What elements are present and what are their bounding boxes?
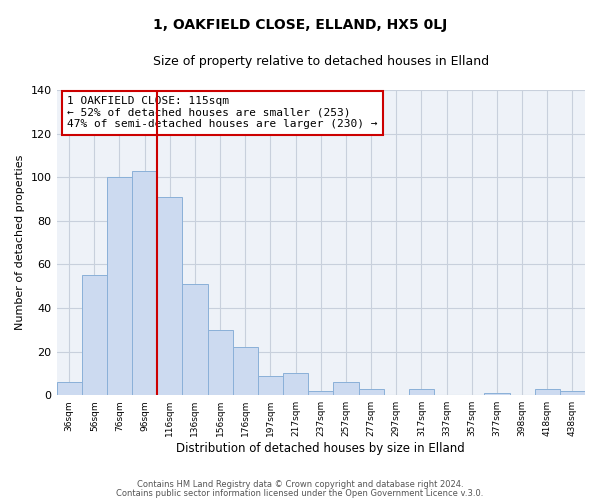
Bar	[233, 347, 258, 395]
Text: 1 OAKFIELD CLOSE: 115sqm
← 52% of detached houses are smaller (253)
47% of semi-: 1 OAKFIELD CLOSE: 115sqm ← 52% of detach…	[67, 96, 377, 130]
Text: 1, OAKFIELD CLOSE, ELLAND, HX5 0LJ: 1, OAKFIELD CLOSE, ELLAND, HX5 0LJ	[153, 18, 447, 32]
Bar	[308, 391, 334, 395]
Bar	[359, 388, 383, 395]
Bar	[535, 388, 560, 395]
Bar	[560, 391, 585, 395]
Bar	[258, 376, 283, 395]
Bar	[82, 276, 107, 395]
Title: Size of property relative to detached houses in Elland: Size of property relative to detached ho…	[153, 55, 489, 68]
Y-axis label: Number of detached properties: Number of detached properties	[15, 155, 25, 330]
Bar	[484, 393, 509, 395]
Bar	[208, 330, 233, 395]
X-axis label: Distribution of detached houses by size in Elland: Distribution of detached houses by size …	[176, 442, 465, 455]
Bar	[56, 382, 82, 395]
Bar	[409, 388, 434, 395]
Bar	[334, 382, 359, 395]
Bar	[157, 197, 182, 395]
Bar	[107, 177, 132, 395]
Text: Contains public sector information licensed under the Open Government Licence v.: Contains public sector information licen…	[116, 488, 484, 498]
Bar	[182, 284, 208, 395]
Bar	[283, 374, 308, 395]
Bar	[132, 170, 157, 395]
Text: Contains HM Land Registry data © Crown copyright and database right 2024.: Contains HM Land Registry data © Crown c…	[137, 480, 463, 489]
